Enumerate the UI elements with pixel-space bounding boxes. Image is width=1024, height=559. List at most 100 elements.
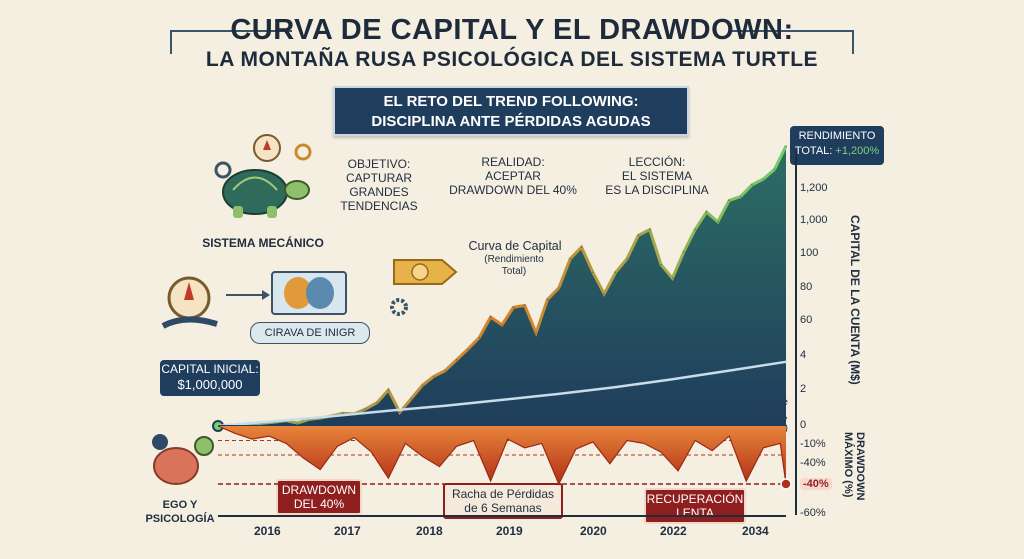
x-tick-label: 2022 — [660, 524, 687, 538]
initial-capital-value: $1,000,000 — [177, 377, 243, 392]
equity-point — [739, 195, 742, 198]
y-tick-label: 80 — [800, 281, 813, 293]
equity-point — [728, 199, 730, 202]
equity-point — [274, 421, 276, 423]
equity-point — [376, 402, 378, 404]
y-tick-label: 0 — [800, 419, 807, 431]
initial-capital-label: CAPITAL INICIAL: — [161, 362, 259, 376]
slow-recovery-bottom-box: RECUPERACIÓN LENTA — [644, 488, 746, 524]
equity-point — [785, 145, 787, 147]
x-tick-label: 2017 — [334, 524, 361, 538]
total-return-line2: TOTAL: +1,200% — [790, 144, 884, 159]
equity-point — [421, 384, 424, 386]
equity-point — [524, 304, 526, 307]
mechanical-system-label: SISTEMA MECÁNICO — [202, 236, 324, 250]
equity-point — [262, 422, 265, 424]
challenge-banner: EL RETO DEL TREND FOLLOWING: DISCIPLINA … — [333, 86, 689, 136]
y-tick-label: 60 — [800, 314, 813, 326]
equity-curve-label: Curva de Capital — [468, 239, 562, 253]
x-tick-label: 2020 — [580, 524, 607, 538]
drawdown-axis-label: DRAWDOWN MÁXIMO (%) — [842, 432, 866, 501]
equity-point — [342, 412, 344, 414]
equity-point — [717, 221, 719, 223]
banner-line-2: DISCIPLINA ANTE PÉRDIDAS AGUDAS — [371, 113, 651, 130]
equity-point — [683, 251, 685, 253]
equity-point — [353, 413, 355, 415]
equity-point — [637, 234, 639, 237]
equity-point — [319, 417, 321, 419]
sp500-point — [387, 410, 390, 412]
equity-point — [603, 293, 605, 295]
x-tick-label: 2034 — [742, 524, 769, 538]
equity-point — [444, 369, 446, 372]
dd-tick-label: -60% — [800, 507, 826, 519]
equity-point — [490, 316, 492, 318]
chart-title: CURVA DE CAPITAL Y EL DRAWDOWN: — [230, 14, 794, 46]
sp500-point — [728, 369, 730, 372]
compass-hand-icon — [161, 276, 218, 329]
sp500-point — [785, 361, 787, 363]
y-tick-label: 2 — [800, 383, 807, 395]
sp500-sublabel: (Rendimiento de Mercado, Comparación) — [710, 396, 788, 434]
equity-point — [296, 422, 299, 424]
equity-point — [399, 411, 401, 413]
y-axis-label: CAPITAL DE LA CUENTA (M$) — [848, 215, 862, 385]
y-tick-label: 100 — [800, 247, 819, 259]
equity-point — [331, 415, 333, 417]
equity-point — [694, 229, 696, 231]
losing-streak-box: Racha de Pérdidas de 6 Semanas — [443, 483, 563, 519]
equity-point — [512, 306, 514, 308]
sp500-point — [501, 399, 503, 401]
equity-point — [580, 246, 583, 248]
equity-point — [365, 408, 367, 410]
dd-tick-label: -40% — [800, 457, 826, 469]
total-return-box: RENDIMIENTO TOTAL: +1,200% — [790, 126, 884, 165]
equity-point — [285, 419, 287, 422]
equity-point — [751, 184, 753, 186]
equity-point — [433, 375, 435, 378]
dd-tick-label: -40% — [800, 478, 832, 490]
brain-question-icon — [152, 434, 214, 485]
equity-point — [546, 299, 549, 301]
dd-tick-label: -10% — [800, 438, 826, 450]
turtle-icon — [214, 134, 312, 218]
equity-point — [626, 258, 628, 260]
equity-point — [478, 336, 480, 339]
y-tick-label: 4 — [800, 349, 807, 361]
x-tick-label: 2019 — [496, 524, 523, 538]
equity-point — [467, 348, 469, 350]
sp500-point — [671, 378, 674, 381]
objective-note: OBJETIVO: CAPTURAR GRANDES TENDENCIAS — [340, 157, 418, 213]
equity-point — [671, 277, 674, 279]
sp500-point — [217, 425, 219, 427]
equity-point — [615, 271, 617, 273]
sp500-point — [330, 415, 333, 418]
gear-icon — [390, 298, 408, 316]
money-arrow-icon — [393, 259, 458, 285]
brain-map-icon — [271, 271, 347, 315]
title-frame-left — [170, 30, 292, 54]
lesson-note: LECCIÓN: EL SISTEMA ES LA DISCIPLINA — [605, 155, 709, 197]
equity-point — [387, 389, 389, 391]
equity-point — [569, 258, 571, 260]
max-drawdown-marker — [780, 478, 792, 490]
equity-point — [705, 211, 708, 213]
initial-capital-marker — [212, 420, 224, 432]
reality-note: REALIDAD: ACEPTAR DRAWDOWN DEL 40% — [449, 155, 577, 197]
sp500-point — [558, 393, 560, 395]
equity-point — [592, 271, 594, 273]
brain-tag: CIRAVA DE INIGR — [250, 322, 370, 344]
equity-point — [660, 264, 662, 266]
equity-point — [455, 359, 458, 361]
equity-point — [217, 425, 219, 427]
total-return-label: RENDIMIENTO — [798, 130, 876, 142]
arrow-right-icon — [226, 290, 270, 300]
sp500-point — [274, 420, 276, 422]
equity-point — [240, 424, 242, 426]
y-tick-label: 1,200 — [800, 182, 828, 194]
drawdown-40-box: DRAWDOWN DEL 40% — [276, 479, 362, 515]
total-return-value: +1,200% — [835, 145, 880, 157]
slow-recovery-top-box: RECUPERACIÓN LENTA — [634, 322, 738, 358]
equity-point — [410, 398, 412, 400]
